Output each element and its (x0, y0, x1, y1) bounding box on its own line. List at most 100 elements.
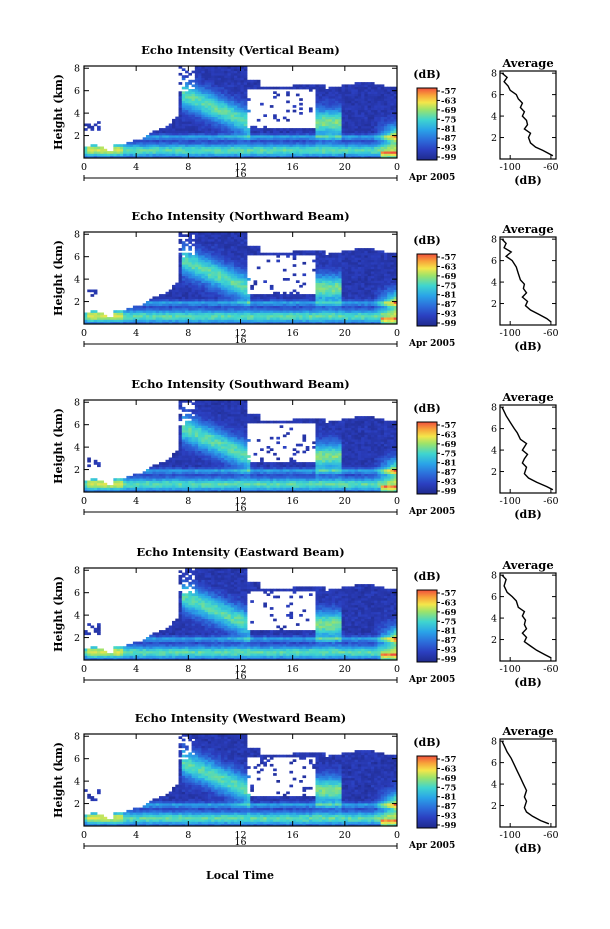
heatmap-cell (315, 257, 320, 260)
heatmap-cell (364, 264, 369, 267)
heatmap-cell (198, 282, 202, 286)
heatmap-cell (387, 310, 391, 313)
heatmap-cell (172, 319, 176, 323)
heatmap-cell (341, 151, 346, 154)
heatmap-cell (370, 112, 375, 115)
heatmap-cell (370, 284, 375, 288)
heatmap-cell (387, 317, 391, 320)
heatmap-cell (380, 84, 385, 88)
heatmap-cell (123, 310, 127, 313)
heatmap-cell (185, 400, 189, 403)
heatmap-cell (110, 155, 114, 159)
heatmap-cell (240, 82, 245, 85)
heatmap-cell (279, 252, 284, 256)
heatmap-cell (370, 82, 375, 85)
heatmap-cell (224, 141, 228, 145)
heatmap-cell (178, 427, 183, 431)
heatmap-cell (217, 95, 222, 99)
heatmap-cell (175, 310, 179, 313)
heatmap-cell (295, 141, 300, 145)
heatmap-cell (269, 314, 274, 318)
heatmap-cell (331, 144, 336, 147)
heatmap-cell (217, 317, 222, 320)
heatmap-cell (273, 132, 277, 136)
heatmap-cell (191, 255, 196, 258)
heatmap-cell (207, 91, 212, 94)
heatmap-cell (194, 321, 199, 325)
heatmap-cell (383, 273, 388, 277)
heatmap-cell (305, 130, 310, 134)
heatmap-cell (341, 102, 346, 106)
heatmap-cell (243, 95, 248, 99)
heatmap-cell (243, 107, 248, 111)
heatmap-cell (152, 303, 157, 306)
heatmap-cell (233, 232, 238, 235)
heatmap-cell (178, 284, 183, 288)
heatmap-cell (387, 284, 391, 288)
heatmap-cell (214, 284, 219, 288)
x-tick-label: 8 (185, 328, 191, 339)
heatmap-cell (214, 82, 219, 85)
heatmap-cell (354, 280, 359, 283)
heatmap-cell (357, 268, 362, 272)
heatmap-cell (315, 287, 320, 290)
heatmap-cell (367, 307, 372, 311)
heatmap-cell (390, 271, 395, 274)
heatmap-cell (256, 305, 261, 309)
heatmap-cell (335, 118, 339, 122)
heatmap-cell (155, 478, 160, 481)
heatmap-cell (90, 294, 95, 297)
heatmap-cell (204, 261, 209, 265)
heatmap-cell (315, 95, 320, 99)
heatmap-cell (237, 153, 241, 157)
heatmap-cell (240, 118, 245, 122)
heatmap-cell (328, 303, 333, 306)
heatmap-cell (318, 114, 323, 117)
heatmap-cell (224, 100, 228, 104)
heatmap-cell (266, 135, 271, 138)
heatmap-cell (207, 121, 212, 124)
heatmap-cell (168, 151, 173, 154)
heatmap-cell (364, 118, 369, 122)
heatmap-cell (367, 105, 372, 108)
heatmap-cell (139, 319, 144, 323)
heatmap-cell (201, 294, 206, 297)
heatmap-cell (207, 112, 212, 115)
heatmap-cell (188, 413, 192, 417)
heatmap-cell (175, 478, 179, 481)
heatmap-cell (383, 278, 388, 281)
heatmap-cell (374, 278, 378, 281)
heatmap-cell (325, 255, 329, 258)
heatmap-cell (315, 314, 320, 318)
heatmap-cell (233, 121, 238, 124)
heatmap-cell (214, 66, 219, 69)
heatmap-cell (201, 312, 206, 316)
heatmap-cell (335, 105, 339, 108)
heatmap-cell (348, 250, 352, 254)
heatmap-cell (198, 298, 202, 302)
heatmap-cell (214, 109, 219, 113)
heatmap-cell (273, 296, 277, 300)
heatmap-cell (348, 121, 352, 124)
heatmap-cell (276, 137, 281, 140)
heatmap-cell (230, 116, 235, 120)
heatmap-cell (152, 153, 157, 157)
heatmap-cell (188, 321, 192, 325)
heatmap-cell (93, 485, 98, 488)
heatmap-cell (325, 259, 329, 263)
heatmap-cell (361, 259, 365, 263)
heatmap-cell (380, 132, 385, 136)
heatmap-cell (361, 291, 365, 295)
heatmap-cell (113, 319, 117, 323)
heatmap-cell (383, 107, 388, 111)
heatmap-cell (361, 289, 365, 293)
heatmap-cell (338, 273, 342, 277)
heatmap-cell (295, 137, 300, 140)
heatmap-cell (370, 257, 375, 260)
heatmap-cell (361, 252, 365, 256)
heatmap-cell (315, 252, 320, 256)
heatmap-cell (188, 434, 192, 438)
y-axis-label: Height (km) (52, 74, 65, 150)
heatmap-cell (207, 232, 212, 235)
heatmap-cell (370, 271, 375, 274)
